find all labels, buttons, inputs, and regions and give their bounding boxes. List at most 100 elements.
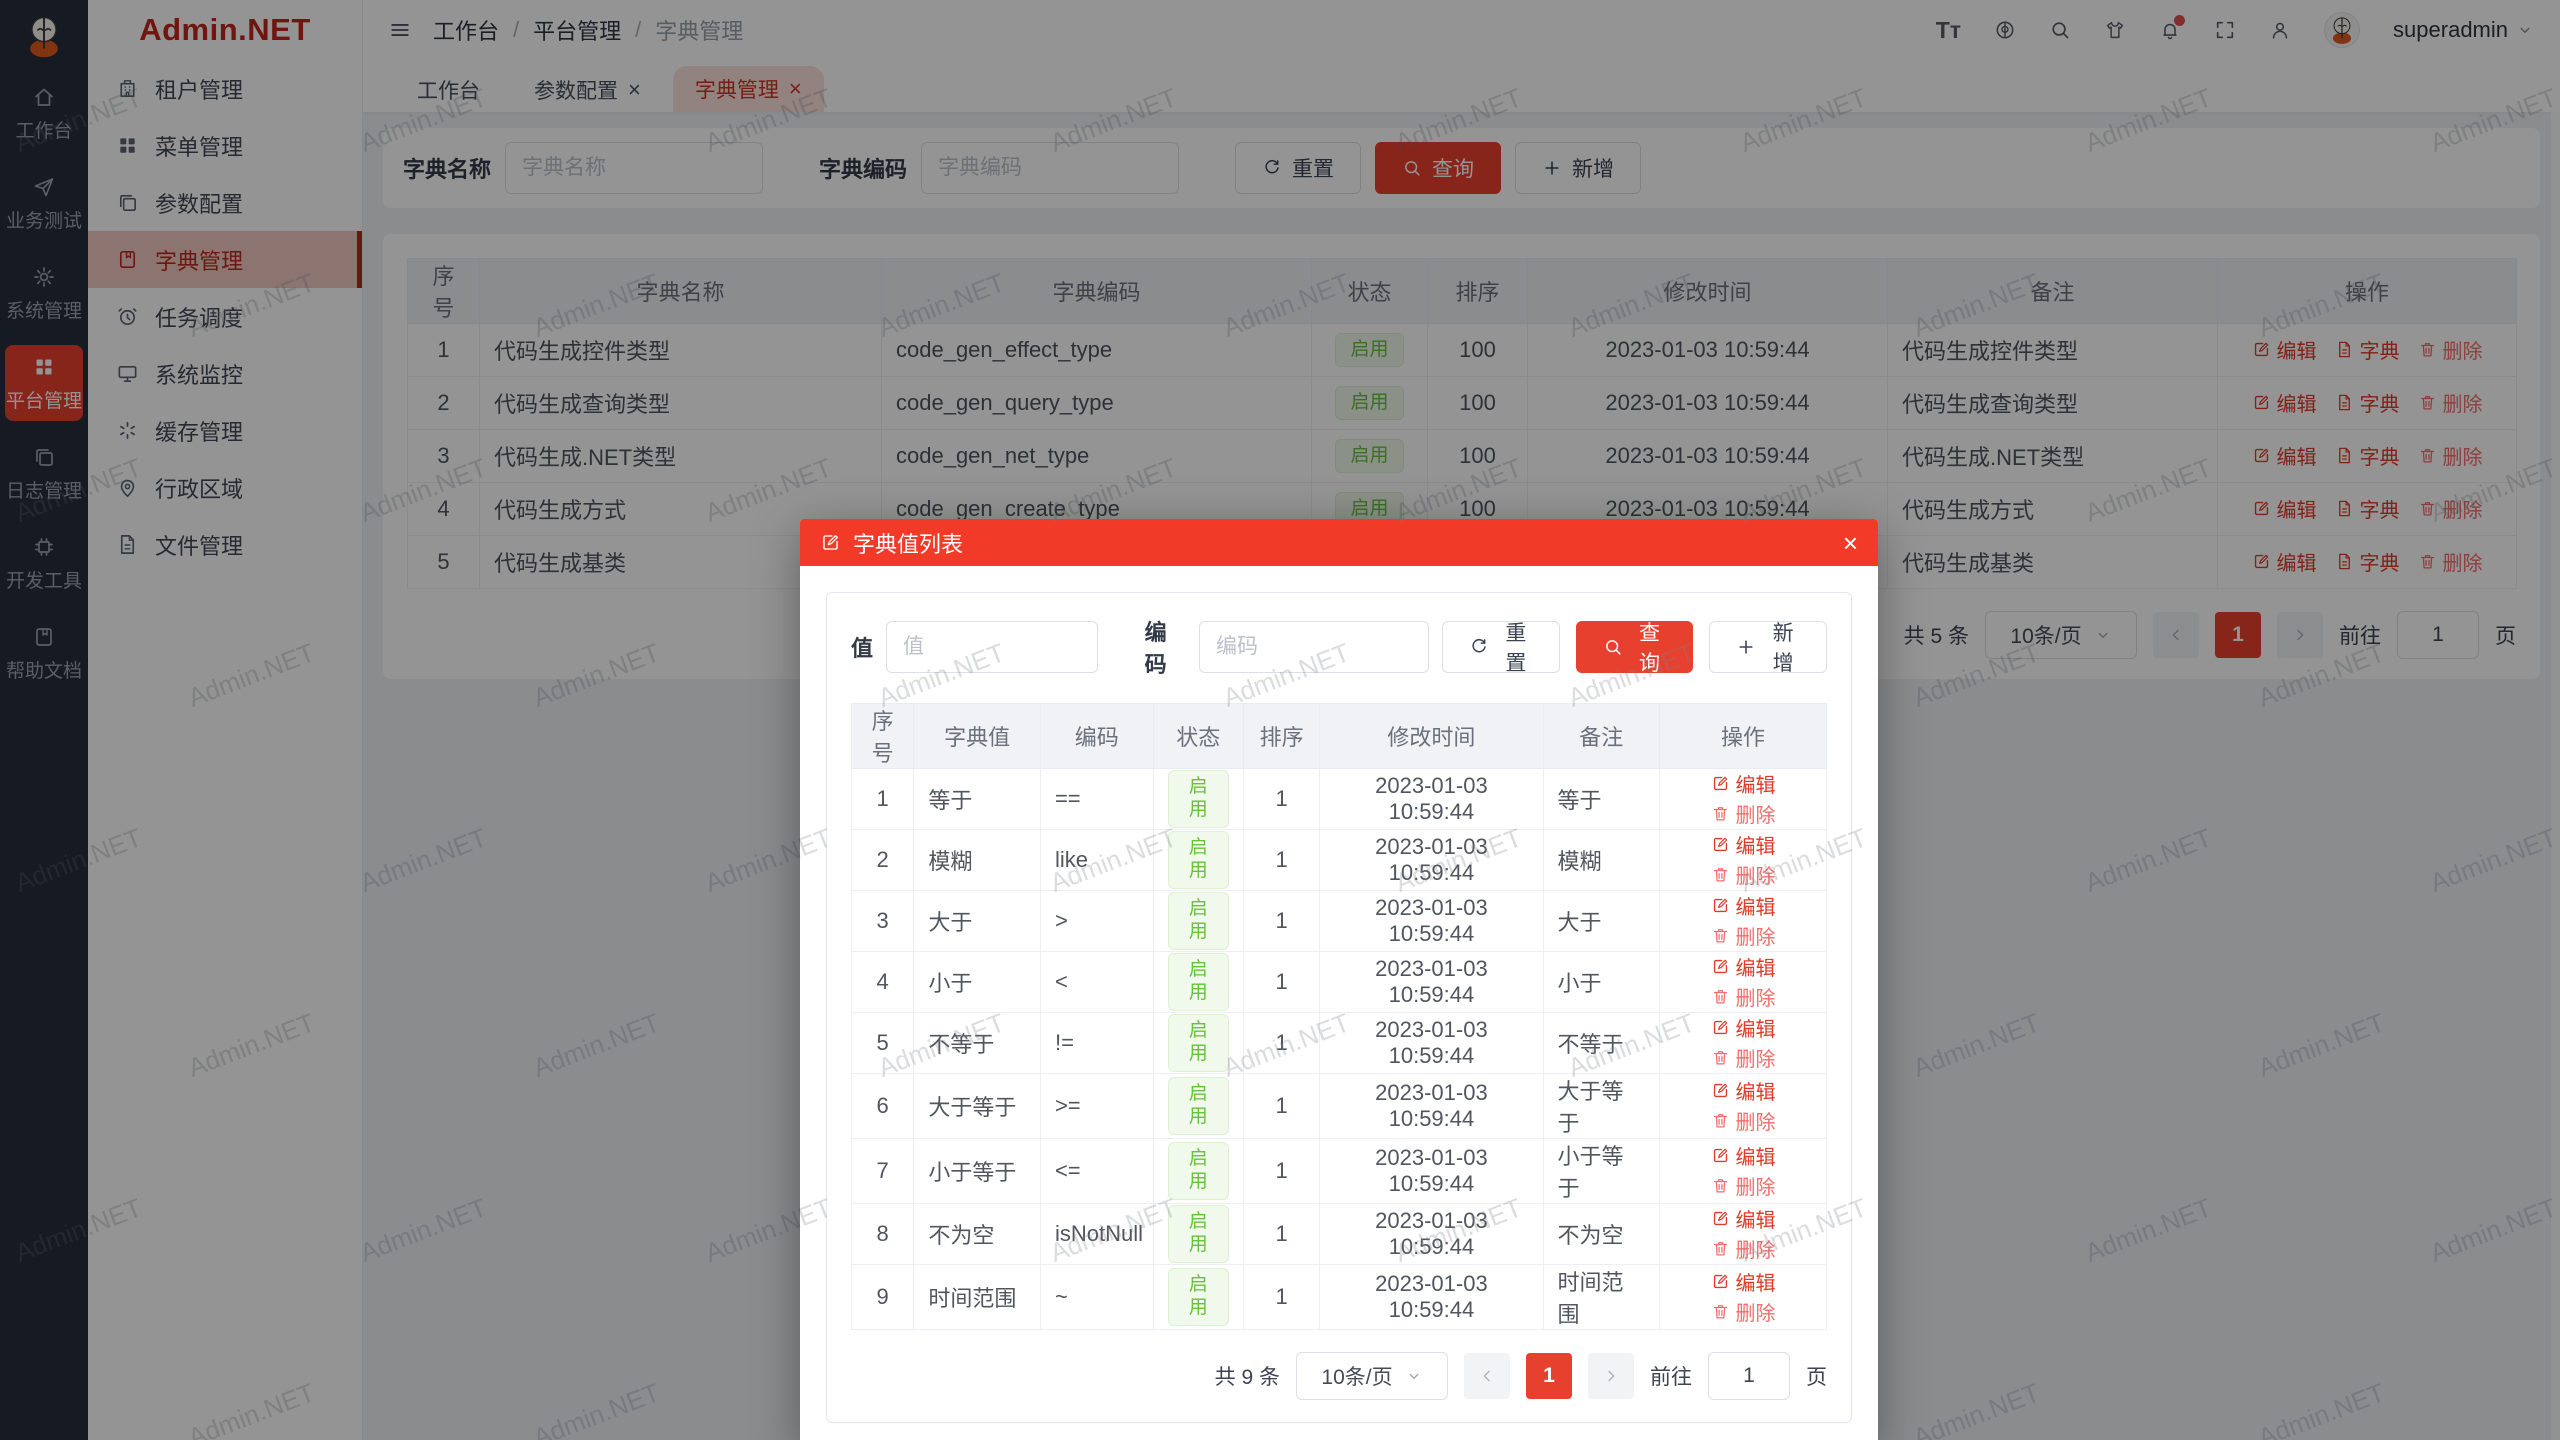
value-input[interactable] xyxy=(886,621,1099,673)
tab-config[interactable]: 参数配置 × xyxy=(534,77,641,104)
breadcrumb-platform[interactable]: 平台管理 xyxy=(533,19,622,44)
chevron-down-icon xyxy=(1405,1367,1423,1385)
edit-action[interactable]: 编辑 xyxy=(1711,891,1776,920)
avatar[interactable] xyxy=(2324,12,2361,48)
edit-action[interactable]: 编辑 xyxy=(1711,830,1776,859)
close-icon[interactable]: × xyxy=(788,76,802,101)
delete-action[interactable]: 删除 xyxy=(1711,1297,1776,1326)
actions-cell: 编辑 删除 xyxy=(1659,1073,1827,1139)
dict-values-action[interactable]: 字典 xyxy=(2335,335,2400,364)
add-button[interactable]: 新增 xyxy=(1515,142,1642,194)
edit-action[interactable]: 编辑 xyxy=(2252,494,2317,523)
goto-page-input[interactable] xyxy=(2397,611,2479,659)
dict-code-input[interactable] xyxy=(921,142,1180,194)
delete-action[interactable]: 删除 xyxy=(1711,1234,1776,1263)
column-header: 状态 xyxy=(1152,703,1244,769)
status-badge: 启用 xyxy=(1167,831,1229,889)
delete-action[interactable]: 删除 xyxy=(1711,982,1776,1011)
sidebar-item-tenant[interactable]: 租户管理 xyxy=(88,60,362,117)
delete-action[interactable]: 删除 xyxy=(1711,1043,1776,1072)
next-page-button[interactable] xyxy=(2277,612,2323,658)
edit-action[interactable]: 编辑 xyxy=(2252,335,2317,364)
row-index: 9 xyxy=(850,1264,915,1330)
edit-icon xyxy=(1711,1081,1730,1100)
current-page[interactable]: 1 xyxy=(1526,1353,1572,1399)
page-size-select[interactable]: 10条/页 xyxy=(1985,611,2137,659)
delete-action[interactable]: 删除 xyxy=(1711,1171,1776,1200)
dict-values-action[interactable]: 字典 xyxy=(2335,547,2400,576)
page-size-select[interactable]: 10条/页 xyxy=(1296,1352,1448,1400)
delete-action[interactable]: 删除 xyxy=(2418,547,2483,576)
scrollbar-track[interactable] xyxy=(2551,112,2560,1440)
rail-item-dev-tools[interactable]: 开发工具 xyxy=(5,525,83,601)
rail-item-workbench[interactable]: 工作台 xyxy=(5,75,83,151)
dict-values-action[interactable]: 字典 xyxy=(2335,388,2400,417)
next-page-button[interactable] xyxy=(1588,1353,1634,1399)
rail-item-platform-mgmt[interactable]: 平台管理 xyxy=(5,345,83,421)
breadcrumb-workbench[interactable]: 工作台 xyxy=(433,19,500,44)
dict-values-action[interactable]: 字典 xyxy=(2335,441,2400,470)
table-row: 1 等于 == 启用 1 2023-01-03 10:59:44 等于 编辑 删除 xyxy=(850,768,1827,830)
row-index: 7 xyxy=(850,1138,915,1204)
status-badge: 启用 xyxy=(1167,1077,1229,1135)
sidebar-item-menu[interactable]: 菜单管理 xyxy=(88,117,362,174)
dict-values-action[interactable]: 字典 xyxy=(2335,494,2400,523)
code-input[interactable] xyxy=(1199,621,1429,673)
reset-button[interactable]: 重置 xyxy=(1235,142,1362,194)
delete-action[interactable]: 删除 xyxy=(1711,799,1776,828)
tab-workbench[interactable]: 工作台 xyxy=(417,80,480,103)
rail-item-system-mgmt[interactable]: 系统管理 xyxy=(5,255,83,331)
delete-action[interactable]: 删除 xyxy=(1711,921,1776,950)
edit-icon xyxy=(1711,1146,1730,1165)
delete-action[interactable]: 删除 xyxy=(1711,860,1776,889)
row-index: 5 xyxy=(407,535,480,589)
delete-action[interactable]: 删除 xyxy=(2418,441,2483,470)
rail-item-help-docs[interactable]: 帮助文档 xyxy=(5,615,83,691)
dict-name-input[interactable] xyxy=(505,142,764,194)
total-count: 共 5 条 xyxy=(1903,625,1969,648)
goto-page-input[interactable] xyxy=(1708,1352,1790,1400)
close-icon[interactable]: × xyxy=(628,77,641,102)
sidebar-item-file[interactable]: 文件管理 xyxy=(88,516,362,573)
notification-bell-icon[interactable] xyxy=(2159,15,2186,41)
tab-dict[interactable]: 字典管理 × xyxy=(672,66,824,112)
edit-action[interactable]: 编辑 xyxy=(1711,1013,1776,1042)
code-cell: > xyxy=(1039,890,1154,952)
edit-action[interactable]: 编辑 xyxy=(1711,1076,1776,1105)
modal-reset-button[interactable]: 重置 xyxy=(1442,621,1560,675)
modal-add-button[interactable]: 新增 xyxy=(1709,621,1828,675)
font-size-icon[interactable]: Tᴛ xyxy=(1935,16,1962,43)
edit-action[interactable]: 编辑 xyxy=(2252,547,2317,576)
remark-cell: 不为空 xyxy=(1542,1203,1661,1265)
edit-action[interactable]: 编辑 xyxy=(1711,1204,1776,1233)
sidebar-item-region[interactable]: 行政区域 xyxy=(88,459,362,516)
query-button[interactable]: 查询 xyxy=(1375,142,1502,194)
delete-action[interactable]: 删除 xyxy=(2418,388,2483,417)
row-index: 1 xyxy=(850,768,915,830)
delete-action[interactable]: 删除 xyxy=(2418,494,2483,523)
user-menu[interactable]: superadmin xyxy=(2393,17,2534,43)
edit-action[interactable]: 编辑 xyxy=(2252,388,2317,417)
sidebar-item-job[interactable]: 任务调度 xyxy=(88,288,362,345)
delete-action[interactable]: 删除 xyxy=(1711,1106,1776,1135)
modal-query-button[interactable]: 查询 xyxy=(1575,621,1694,675)
delete-action[interactable]: 删除 xyxy=(2418,335,2483,364)
edit-action[interactable]: 编辑 xyxy=(1711,1141,1776,1170)
sidebar-item-config[interactable]: 参数配置 xyxy=(88,174,362,231)
sidebar-item-cache[interactable]: 缓存管理 xyxy=(88,402,362,459)
edit-action[interactable]: 编辑 xyxy=(1711,1267,1776,1296)
current-page[interactable]: 1 xyxy=(2215,612,2261,658)
edit-action[interactable]: 编辑 xyxy=(1711,952,1776,981)
rail-item-business-test[interactable]: 业务测试 xyxy=(5,165,83,241)
close-icon[interactable]: × xyxy=(1842,527,1858,558)
edit-action[interactable]: 编辑 xyxy=(2252,441,2317,470)
sidebar-item-dict[interactable]: 字典管理 xyxy=(88,231,362,288)
remark-cell: 代码生成基类 xyxy=(1887,535,2218,589)
edit-action[interactable]: 编辑 xyxy=(1711,769,1776,798)
rail-item-log-mgmt[interactable]: 日志管理 xyxy=(5,435,83,511)
sidebar-item-monitor[interactable]: 系统监控 xyxy=(88,345,362,402)
edit-icon xyxy=(1711,835,1730,854)
prev-page-button[interactable] xyxy=(2153,612,2199,658)
prev-page-button[interactable] xyxy=(1464,1353,1510,1399)
status-badge: 启用 xyxy=(1335,332,1404,368)
